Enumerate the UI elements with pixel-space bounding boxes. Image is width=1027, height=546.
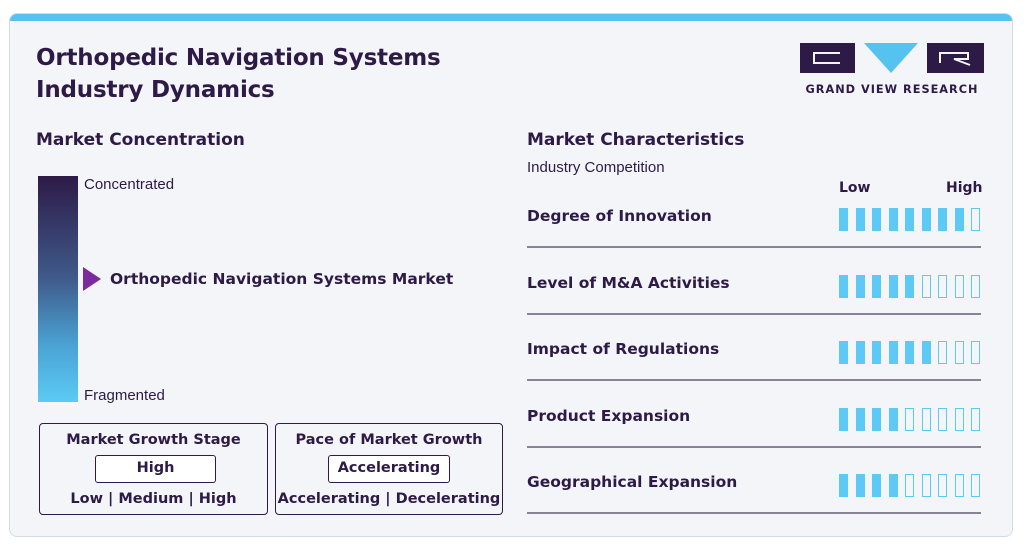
fragmented-label: Fragmented: [84, 387, 165, 404]
rating-segment: [938, 407, 947, 431]
rating-segment: [888, 274, 898, 298]
rating-segment: [938, 274, 947, 298]
market-growth-stage-box: Market Growth Stage High Low | Medium | …: [39, 423, 268, 515]
title-line-1: Orthopedic Navigation Systems: [36, 45, 441, 71]
growth-pace-options: Accelerating | Decelerating: [277, 491, 501, 507]
rating-segment: [855, 208, 865, 231]
rating-segment: [855, 341, 865, 364]
pace-of-market-growth-box: Pace of Market Growth Accelerating Accel…: [275, 423, 503, 515]
rating-segment: [938, 341, 947, 364]
rating-segment: [888, 208, 898, 231]
top-accent-bar: [10, 14, 1012, 21]
rating-segment: [954, 407, 964, 431]
rating-segment: [971, 341, 980, 364]
row-divider: [527, 512, 981, 514]
characteristic-label: Degree of Innovation: [527, 207, 712, 225]
growth-stage-value: High: [95, 455, 216, 483]
rating-segment: [855, 407, 865, 431]
rating-segment: [905, 274, 914, 298]
growth-pace-title: Pace of Market Growth: [295, 432, 483, 448]
characteristic-label: Impact of Regulations: [527, 340, 720, 358]
rating-segment: [905, 474, 914, 497]
rating-segment: [872, 474, 881, 497]
rating-segment: [839, 474, 848, 497]
concentrated-label: Concentrated: [84, 176, 175, 193]
rating-segment: [971, 474, 980, 497]
rating-segment: [971, 274, 980, 298]
rating-segment: [971, 407, 980, 431]
rating-segment: [839, 341, 848, 364]
rating-segment: [855, 274, 865, 298]
market-concentration-heading: Market Concentration: [36, 130, 245, 150]
row-divider: [527, 379, 981, 381]
rating-segment: [938, 474, 947, 497]
concentration-gradient-bar: [38, 176, 78, 402]
growth-stage-title: Market Growth Stage: [66, 432, 241, 448]
rating-segment: [872, 341, 881, 364]
rating-segment: [839, 208, 848, 231]
rating-segment: [888, 474, 898, 497]
characteristic-label: Product Expansion: [527, 406, 691, 425]
rating-segment: [954, 474, 964, 497]
market-characteristics-heading: Market Characteristics: [527, 130, 745, 150]
row-divider: [527, 312, 981, 315]
rating-segment: [938, 208, 947, 231]
rating-segment: [954, 208, 964, 231]
rating-segment: [905, 407, 914, 431]
growth-stage-options: Low | Medium | High: [70, 491, 237, 507]
scale-low-label: Low: [839, 180, 871, 196]
logo-text: GRAND VIEW RESEARCH: [805, 83, 979, 96]
rating-segment: [954, 341, 964, 364]
rating-segment: [921, 274, 931, 298]
grand-view-research-logo: [800, 43, 984, 73]
rating-segment: [872, 274, 881, 298]
rating-segment: [888, 407, 898, 431]
rating-segment: [872, 208, 881, 231]
characteristic-label: Geographical Expansion: [527, 473, 738, 491]
rating-segment: [971, 208, 980, 231]
rating-segment: [905, 208, 914, 231]
rating-segment: [872, 407, 881, 431]
rating-segment: [954, 274, 964, 298]
rating-segment: [921, 341, 931, 364]
infographic-card: Orthopedic Navigation Systems Industry D…: [9, 13, 1013, 537]
rating-segment: [921, 474, 931, 497]
scale-high-label: High: [946, 180, 983, 196]
industry-competition-subheading: Industry Competition: [527, 159, 665, 176]
page-title: Orthopedic Navigation Systems Industry D…: [36, 42, 441, 106]
rating-segment: [888, 341, 898, 364]
growth-pace-value: Accelerating: [328, 455, 450, 483]
rating-segment: [905, 341, 914, 364]
characteristic-label: Level of M&A Activities: [527, 273, 730, 292]
rating-segment: [921, 208, 931, 231]
rating-segment: [839, 274, 848, 298]
row-divider: [527, 445, 981, 448]
title-line-2: Industry Dynamics: [36, 77, 275, 103]
rating-segment: [921, 407, 931, 431]
market-position-label: Orthopedic Navigation Systems Market: [110, 270, 454, 288]
rating-segment: [839, 407, 848, 431]
market-position-marker-icon: [83, 267, 101, 291]
rating-segment: [855, 474, 865, 497]
row-divider: [527, 246, 981, 248]
